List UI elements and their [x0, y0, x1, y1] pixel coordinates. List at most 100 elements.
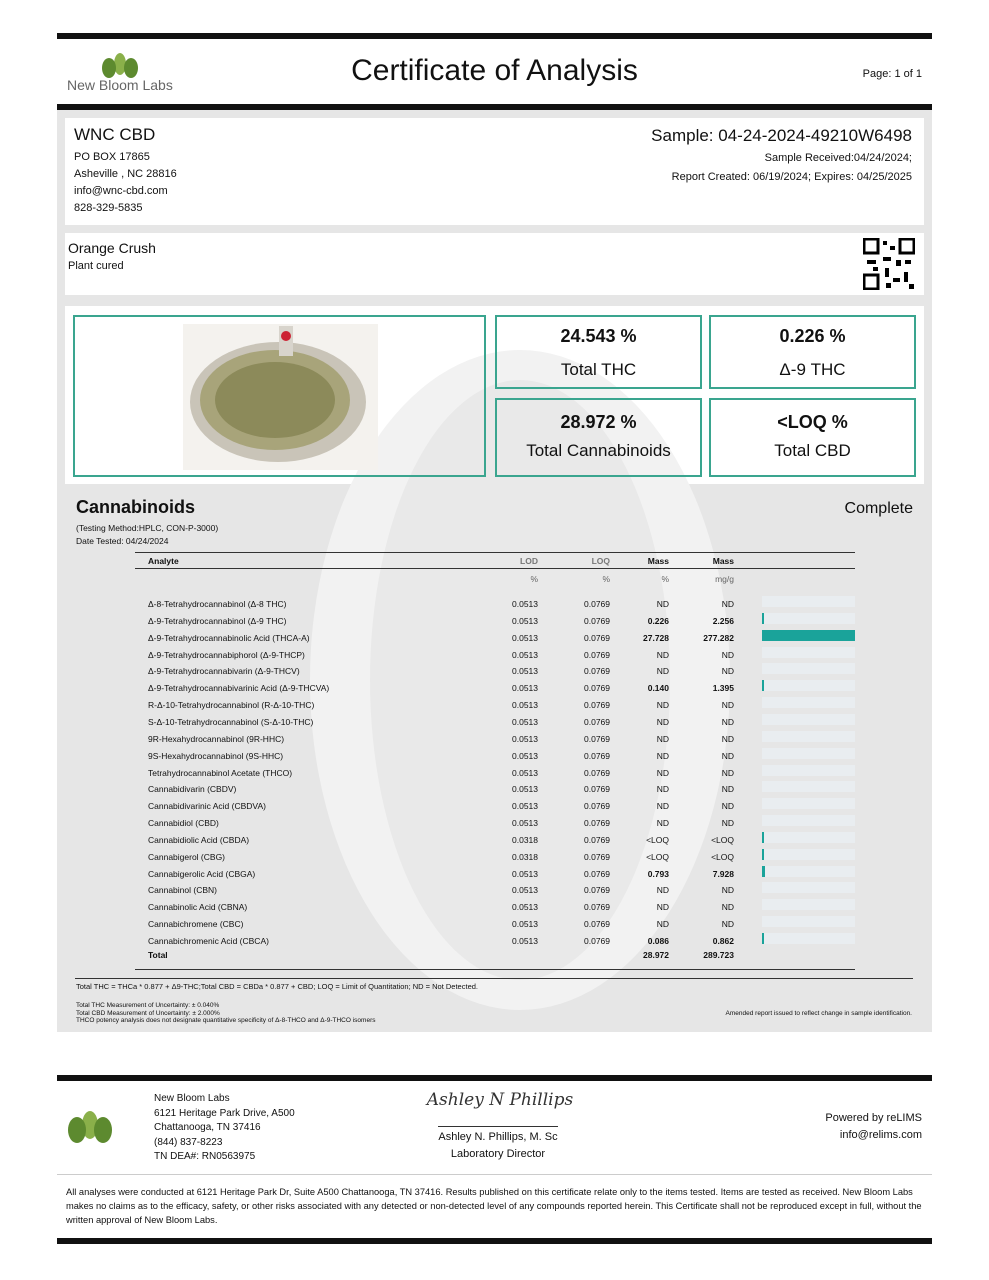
rule	[57, 104, 932, 110]
page-number: Page: 1 of 1	[862, 68, 922, 80]
table-cell: 0.0769	[584, 599, 610, 609]
bar-track	[762, 680, 855, 692]
mass-bar-stub	[762, 831, 764, 843]
table-cell: ND	[656, 919, 669, 930]
table-cell: 0.0513	[512, 649, 538, 660]
rule	[57, 1238, 932, 1244]
table-cell: ND	[721, 733, 734, 744]
table-cell: 0.793	[647, 868, 669, 879]
summary-box: 28.972 % Total Cannabinoids	[495, 398, 702, 477]
bar-track	[762, 596, 855, 607]
client-name: WNC CBD	[74, 125, 156, 144]
table-cell: 0.0513	[512, 801, 538, 812]
table-cell: Cannabigerol (CBG)	[148, 851, 226, 862]
mass-bar	[762, 612, 764, 624]
client-line: PO BOX 17865	[74, 151, 150, 163]
table-cell: LOQ	[591, 556, 610, 566]
table-cell: 0.0513	[512, 936, 538, 946]
table-cell: Cannabigerolic Acid (CBGA)	[148, 868, 256, 879]
table-cell: %	[530, 574, 538, 584]
table-cell: ND	[656, 716, 669, 727]
lab-address: New Bloom Labs 6121 Heritage Park Drive, …	[154, 1092, 295, 1165]
summary-box: 0.226 % Δ-9 THC	[709, 315, 916, 389]
table-cell: 0.0513	[512, 750, 538, 761]
table-cell: 289.723	[703, 949, 734, 960]
summary-label: Total THC	[560, 360, 637, 379]
bar-track	[762, 713, 855, 725]
cannabinoids-panel: Cannabinoids Complete (Testing Method:HP…	[65, 493, 924, 1027]
table-cell: 0.0769	[584, 615, 610, 626]
director-title: Laboratory Director	[450, 1148, 546, 1160]
summary-box: <LOQ % Total CBD	[709, 398, 916, 477]
report-dates: Report Created: 06/19/2024; Expires: 04/…	[671, 171, 912, 183]
table-cell: 0.0769	[584, 750, 610, 761]
table-cell: 0.0769	[584, 885, 610, 896]
lab-line: New Bloom Labs	[154, 1093, 230, 1104]
powered-by: Powered by reLIMS	[825, 1112, 922, 1124]
summary-label: Total Cannabinoids	[526, 441, 671, 460]
table-cell: 0.0769	[584, 868, 610, 879]
table-cell: ND	[721, 599, 734, 609]
rule	[75, 978, 913, 979]
table-cell: 0.0513	[512, 919, 538, 930]
table-cell: <LOQ	[646, 834, 669, 845]
table-cell: Mass	[712, 556, 734, 566]
table-cell: 0.0769	[584, 666, 610, 677]
bar-track	[762, 646, 855, 658]
table-cell: Cannabidiolic Acid (CBDA)	[148, 834, 250, 845]
table-cell: 9R-Hexahydrocannabinol (9R-HHC)	[148, 733, 285, 744]
uncertainty-notes: Total THC Measurement of Uncertainty: ± …	[76, 1002, 376, 1025]
logo	[102, 53, 138, 78]
rule	[57, 1174, 932, 1175]
table-cell: Δ-9-Tetrahydrocannabinol (Δ-9 THC)	[148, 615, 287, 626]
lab-name: New Bloom Labs	[67, 77, 173, 93]
bar-track	[762, 747, 855, 759]
table-cell: Cannabichromene (CBC)	[148, 919, 244, 930]
table-cell: 0.0769	[584, 632, 610, 643]
bar-track	[762, 663, 855, 675]
date-tested: Date Tested: 04/24/2024	[76, 536, 169, 546]
client-line: 828-329-5835	[74, 202, 143, 214]
bar-track	[762, 697, 855, 709]
status: Complete	[844, 500, 913, 517]
lab-line: 6121 Heritage Park Drive, A500	[154, 1107, 295, 1119]
table-cell: Δ-9-Tetrahydrocannabivarinic Acid (Δ-9-T…	[148, 683, 330, 694]
table-cell: 0.0769	[584, 919, 610, 930]
signature: Ashley N Phillips	[426, 1090, 574, 1110]
table-cell: ND	[721, 649, 734, 660]
table-cell: ND	[721, 716, 734, 727]
table-cell: ND	[721, 750, 734, 761]
rule	[135, 552, 855, 553]
method: (Testing Method:HPLC, CON-P-3000)	[76, 523, 219, 533]
mass-bar	[762, 680, 764, 692]
product-panel: Orange Crush Plant cured	[65, 233, 924, 295]
table-cell: R-Δ-10-Tetrahydrocannabinol (R-Δ-10-THC)	[148, 700, 315, 711]
bar-track	[762, 781, 855, 793]
lab-line: (844) 837-8223	[154, 1136, 223, 1148]
qr-code	[863, 238, 915, 290]
table-cell: ND	[656, 902, 669, 913]
bar-track	[762, 899, 855, 911]
table-cell: Cannabidiol (CBD)	[148, 818, 219, 829]
table-cell: 0.0769	[584, 834, 610, 845]
table-cell: ND	[656, 666, 669, 677]
table-cell: 0.0513	[512, 885, 538, 896]
table-cell: 2.256	[712, 615, 734, 626]
table-cell: 0.0769	[584, 902, 610, 913]
table-cell: LOD	[520, 556, 538, 566]
bar-track	[762, 865, 855, 877]
sample-received: Sample Received:04/24/2024;	[764, 152, 912, 164]
table-cell: ND	[721, 666, 734, 677]
summary-value: 24.543 %	[560, 326, 637, 346]
rule	[438, 1126, 558, 1127]
table-cell: Analyte	[148, 556, 179, 566]
table-cell: Δ-9-Tetrahydrocannabivarin (Δ-9-THCV)	[148, 666, 300, 677]
rule	[135, 568, 855, 569]
table-cell: Mass	[647, 556, 669, 566]
table-cell: 0.0513	[512, 700, 538, 711]
table-cell: 0.0513	[512, 902, 538, 913]
bar-track	[762, 848, 855, 860]
table-cell: 9S-Hexahydrocannabinol (9S-HHC)	[148, 750, 284, 761]
bar-track	[762, 764, 855, 776]
table-cell: %	[602, 574, 610, 584]
